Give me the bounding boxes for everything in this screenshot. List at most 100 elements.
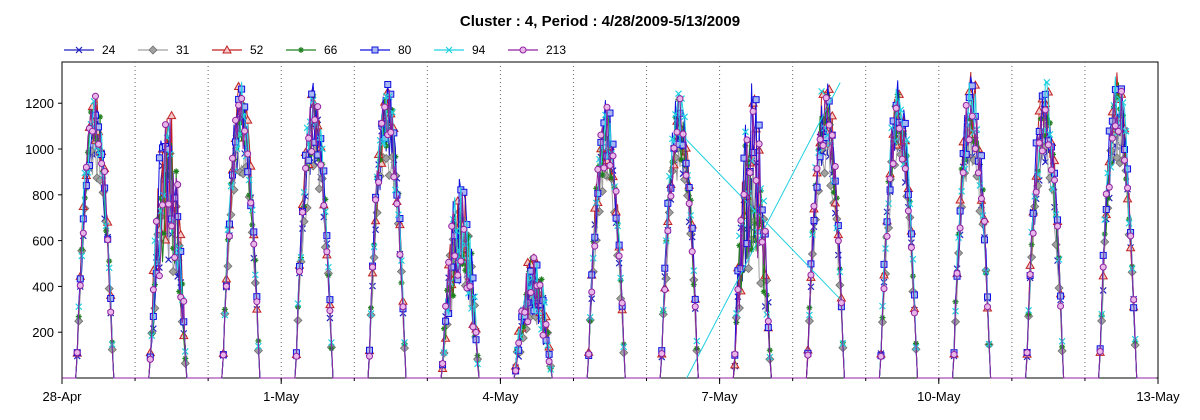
series-point [165,200,173,208]
series-point [976,182,984,189]
series-point [1052,211,1060,218]
series-point [690,281,697,288]
series-point [667,192,675,200]
series-point [79,229,87,237]
series-point [1114,127,1122,135]
series-point [588,288,596,296]
grid [134,62,1086,378]
series-point [609,152,617,160]
series-point [979,186,986,193]
legend-label: 24 [102,43,116,57]
series-point [160,230,167,237]
series-point [457,257,465,265]
series-point [232,116,240,124]
series-point [760,197,768,205]
series-point [166,110,177,120]
series-213 [62,87,1157,379]
series-point [1107,163,1115,171]
series-point [679,141,687,149]
series-point [962,101,970,109]
series-point [819,141,827,149]
series-point [761,227,769,235]
series-point [103,227,110,234]
series-point [892,104,900,112]
series-point [539,331,547,339]
series-point [530,254,538,262]
series-point [314,184,324,194]
x-tick-label: 28-Apr [42,389,82,404]
series-point [825,121,833,129]
series-point [102,222,110,230]
series-point [157,207,165,215]
series-point [603,103,611,111]
series-point [968,82,976,90]
series-point [682,171,690,179]
series-point [253,298,261,306]
series-point [547,365,555,373]
series-point [615,252,623,260]
series-point [235,101,243,109]
series-point [685,184,693,192]
legend-marker [148,45,158,55]
series-point [372,196,380,204]
series-point [731,350,739,358]
series-point [168,267,178,277]
series-point [606,161,614,169]
series-point [740,191,748,199]
series-point [894,91,901,98]
series-point [691,303,699,311]
series-point [950,350,958,358]
series-point [745,159,752,166]
series-point [612,214,620,222]
series-point [737,217,745,225]
series-point [1122,127,1130,135]
series-point [391,186,399,194]
series-point [73,349,81,357]
y-tick-label: 200 [32,325,54,340]
series-point [752,176,760,184]
series-point [390,173,398,181]
series-point [1099,263,1107,271]
series-point [1127,232,1135,240]
series-point [807,249,818,259]
series-point [749,149,757,157]
series-point [155,272,163,280]
series-point [1125,242,1136,252]
series-point [305,134,313,142]
series-point [454,271,462,279]
series-point [219,351,227,359]
series-point [1034,105,1045,115]
series-point [149,286,157,294]
series-point [311,116,319,124]
series-point [748,157,755,165]
series-point [383,143,390,150]
series-point [815,149,822,157]
series-point [324,263,332,271]
series-point [595,155,603,163]
series-point [244,150,252,158]
series-point [834,237,842,245]
series-point [512,367,520,375]
plot-area [61,61,1159,379]
series-point [521,308,529,316]
series-point [314,103,322,111]
series-point [98,160,106,168]
series-point [82,163,90,171]
legend-label: 213 [546,43,566,57]
series-point [685,199,693,207]
x-tick-label: 10-May [917,389,961,404]
series-point [379,139,387,147]
series-point [883,232,891,240]
series-point [673,128,681,136]
series-point [378,119,386,127]
series-point [396,251,404,259]
series-point [244,168,252,176]
series-point [155,154,163,162]
series-point [831,163,839,171]
series-point [1117,87,1125,95]
series-point [901,165,909,173]
series-point [810,202,818,210]
series-point [666,196,673,203]
x-tick-label: 4-May [482,389,519,404]
